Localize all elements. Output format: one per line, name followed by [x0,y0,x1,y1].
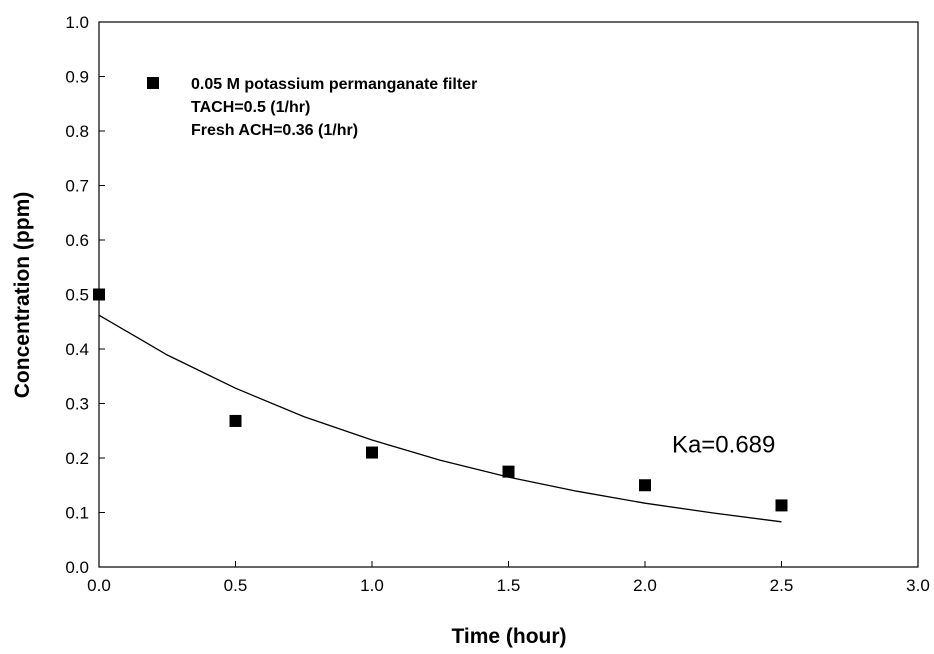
legend-line: 0.05 M potassium permanganate filter [191,76,477,93]
data-point [229,414,242,427]
legend-marker [147,77,159,89]
x-tick-label: 0.5 [224,576,248,595]
y-tick-label: 0.6 [65,231,89,250]
data-point [639,479,651,492]
x-tick-label: 1.0 [360,576,384,595]
y-tick-label: 0.3 [65,395,89,414]
fit-curve [98,314,782,523]
y-tick-label: 0.1 [65,504,89,523]
y-tick-label: 0.9 [65,68,89,87]
y-tick-label: 0.8 [65,122,89,141]
tick-group: 0.0 0.5 1.0 1.5 2.0 2.5 3.0 0.0 0.1 0.2 0.3 0.4 0.5 0… [65,13,929,595]
annotation-ka: Ka=0.689 [672,432,775,459]
x-tick-label: 2.5 [770,576,794,595]
x-tick-label: 0.0 [87,576,111,595]
x-tick-label: 3.0 [906,576,930,595]
data-point [366,446,378,459]
fit-curve-group [98,314,782,523]
data-points [93,288,788,512]
data-point [93,288,105,301]
y-tick-label: 0.7 [65,177,89,196]
y-tick-label: 0.0 [65,558,89,577]
y-axis-title: Concentration (ppm) [11,192,34,398]
x-tick-label: 1.5 [497,576,521,595]
y-tick-label: 1.0 [65,13,89,32]
x-tick-label: 2.0 [633,576,657,595]
data-point [502,465,515,478]
data-point [775,499,788,512]
y-tick-label: 0.4 [65,340,89,359]
legend-line: TACH=0.5 (1/hr) [191,99,310,116]
y-tick-label: 0.5 [65,286,89,305]
legend: 0.05 M potassium permanganate filter TACH… [147,76,477,139]
y-tick-label: 0.2 [65,449,89,468]
legend-line: Fresh ACH=0.36 (1/hr) [191,122,358,139]
x-axis-title: Time (hour) [451,625,566,648]
